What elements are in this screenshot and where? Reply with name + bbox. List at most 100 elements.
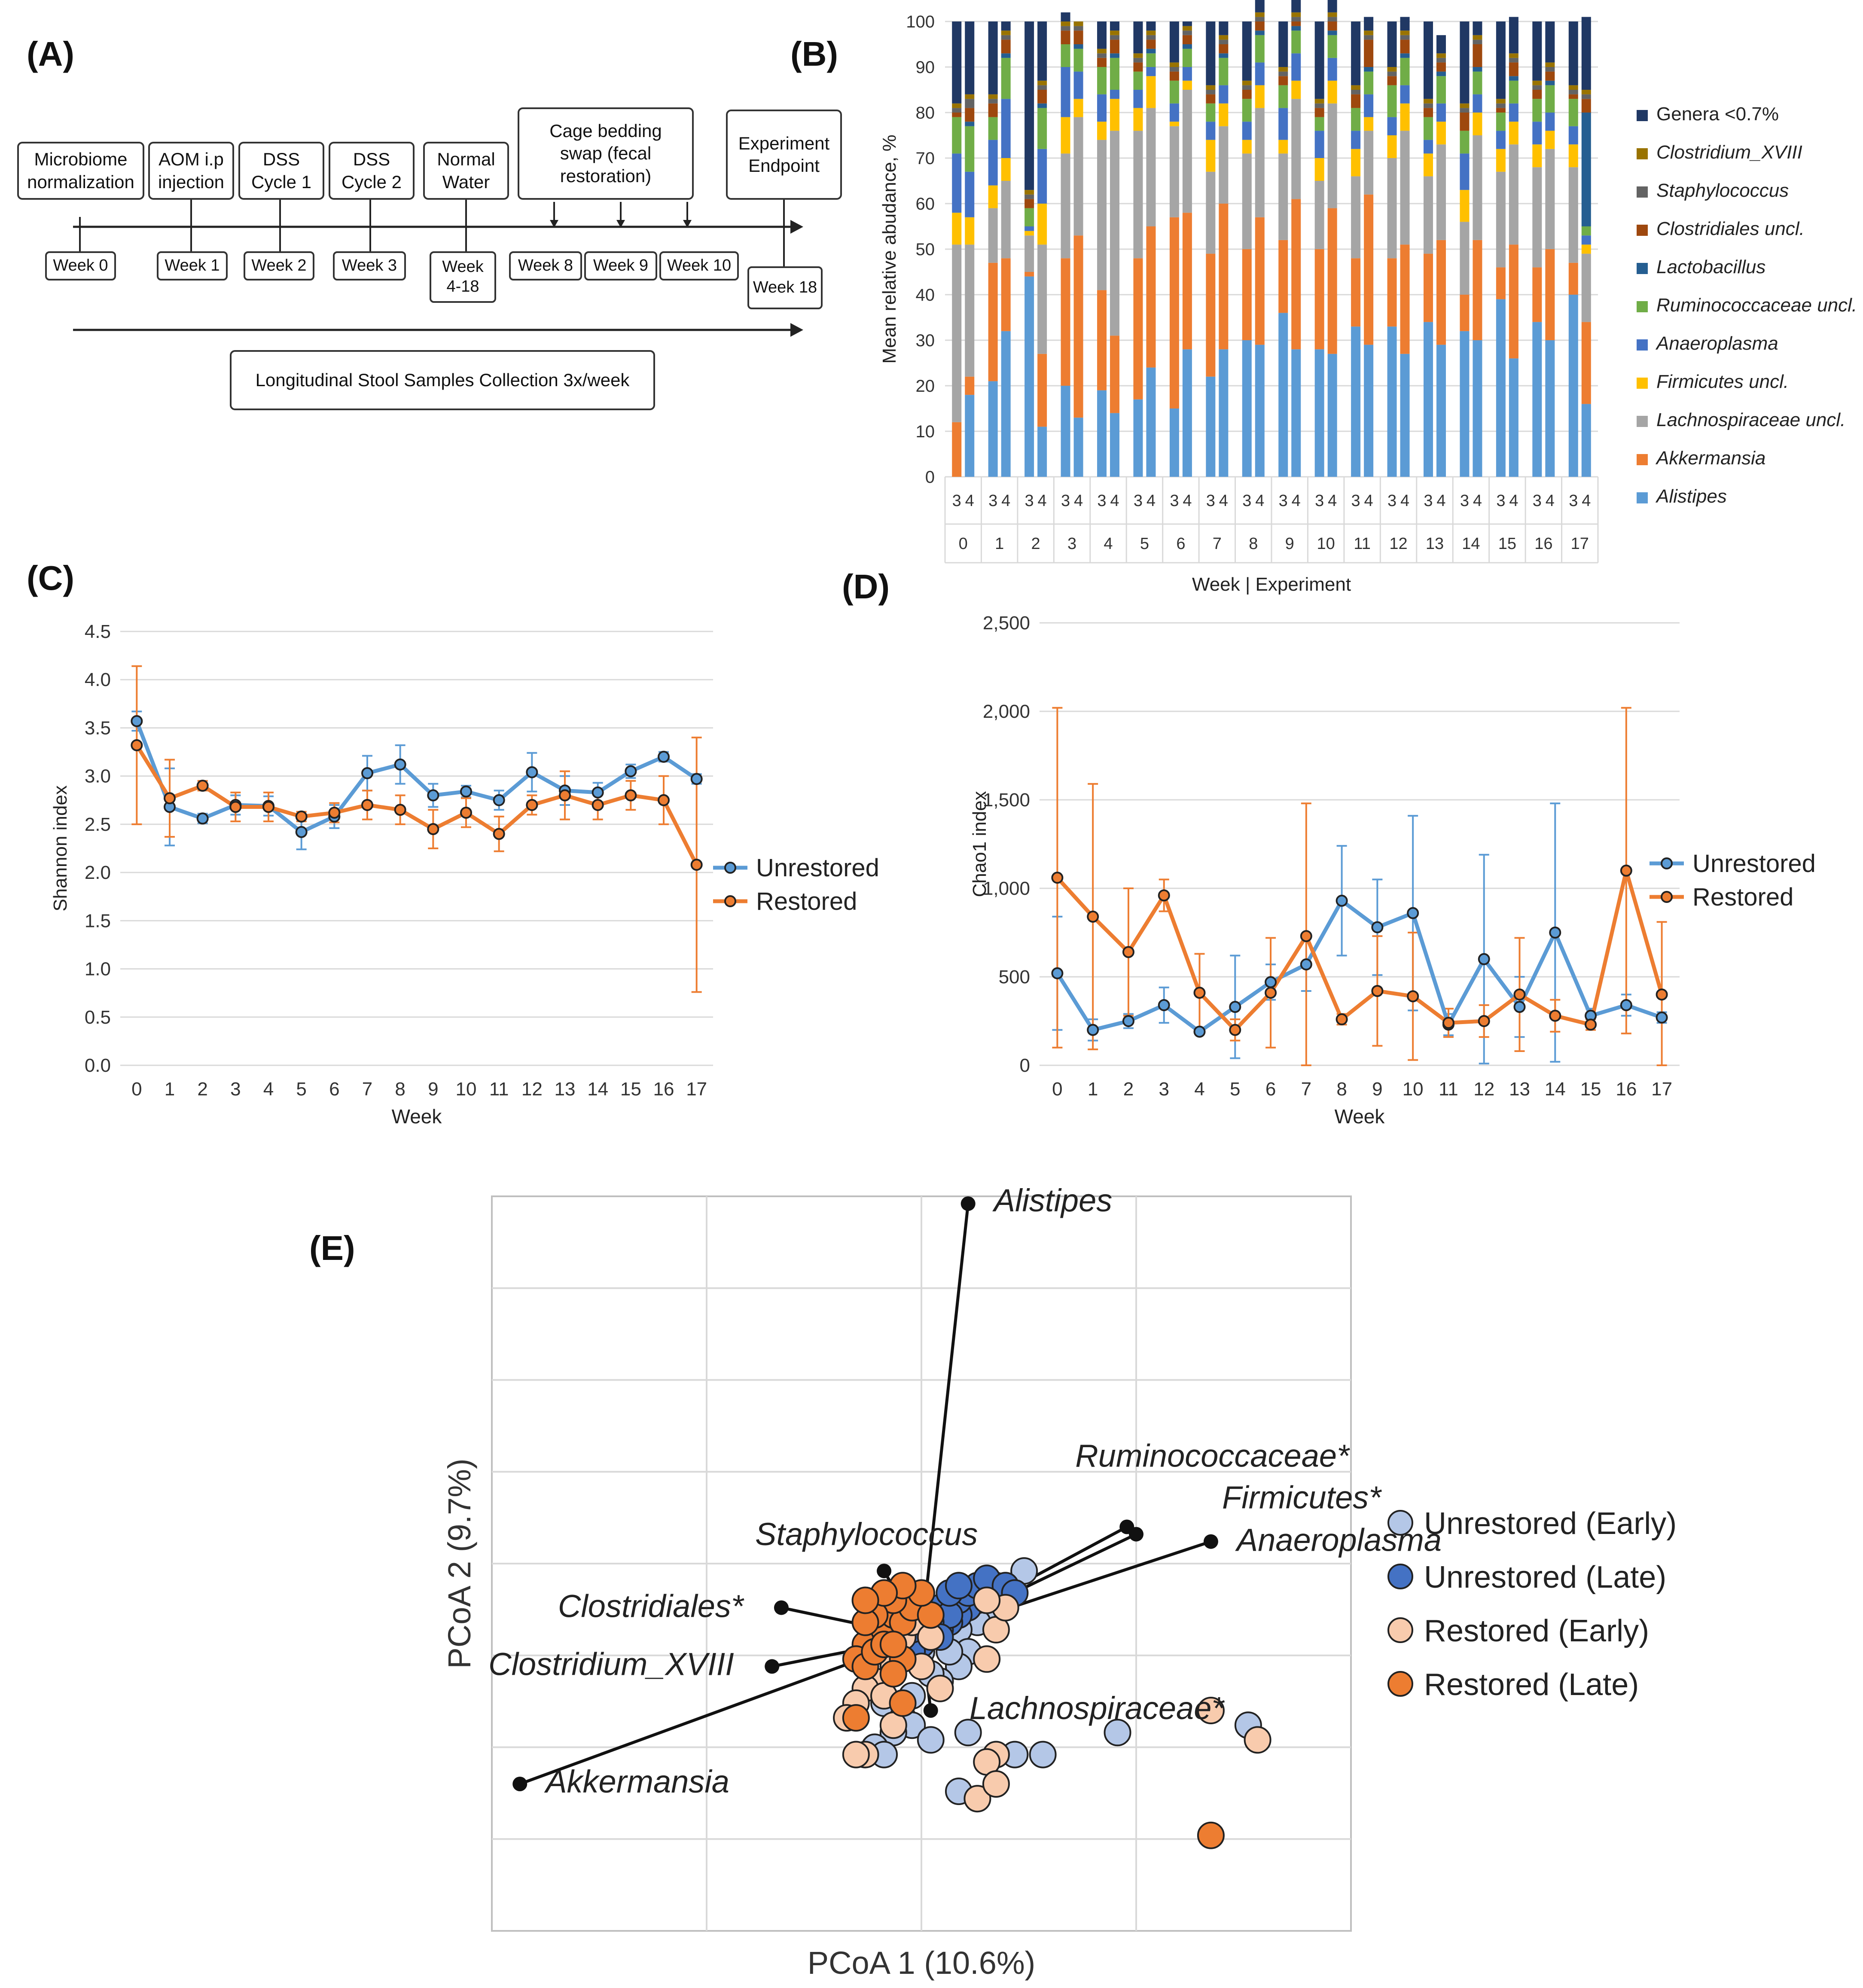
week-tick-label: 16 [1534,535,1552,553]
bar-segment [1509,76,1518,81]
experiment-tick-label: 3 [1569,492,1578,510]
bar-segment [1061,67,1070,117]
pcoa-point [879,1660,907,1688]
y-tick-label: 0 [925,468,935,487]
data-point [1300,958,1312,971]
y-tick-label: 20 [916,377,935,396]
pcoa-point [889,1689,917,1717]
bar-segment [1242,90,1252,99]
bar-segment [1001,21,1011,31]
experiment-tick-label: 3 [1351,492,1360,510]
bar-segment [1219,58,1229,85]
pcoa-point [1197,1821,1225,1849]
bar-segment [1436,76,1446,104]
loading-label: Ruminococcaceae* [1075,1438,1350,1474]
bar-segment [1364,67,1374,72]
experiment-tick-label: 3 [1206,492,1215,510]
y-axis-title: Shannon index [50,785,71,912]
data-point [1656,988,1668,1001]
bar-segment [1037,354,1047,427]
data-point [460,806,472,819]
experiment-tick-label: 3 [1315,492,1324,510]
bar-segment [1206,122,1216,140]
x-tick-label: 14 [587,1079,608,1100]
bar-segment [1545,113,1555,131]
data-point [1585,1018,1597,1031]
week-tick-label: 17 [1571,535,1589,553]
bar-segment [988,117,998,140]
experiment-tick-label: 4 [1038,492,1047,510]
experiment-tick-label: 4 [1292,492,1301,510]
panel-label-c: (C) [27,559,75,597]
bar-segment [1242,21,1252,81]
data-point [1656,1011,1668,1024]
x-tick-label: 15 [620,1079,641,1100]
bar-segment [952,244,962,422]
y-tick-label: 1,500 [983,790,1030,811]
bar-segment [1364,30,1374,35]
bar-segment [1255,85,1265,108]
experiment-tick-label: 3 [1387,492,1396,510]
bar-segment [1291,12,1301,17]
bar-segment [1037,103,1047,108]
bar-segment [1024,199,1034,208]
bar-segment [1061,26,1070,31]
experiment-tick-label: 3 [1097,492,1106,510]
bar-segment [1387,117,1397,135]
bar-segment [1568,167,1578,263]
bar-segment [1291,349,1301,477]
data-point [1051,967,1064,979]
legend-swatch [1637,301,1648,312]
experiment-tick-label: 4 [1400,492,1409,510]
bar-segment [1219,103,1229,126]
data-point [1478,953,1490,965]
bar-segment [952,422,962,477]
week-label-10: Week 10 [659,251,739,281]
bar-segment [988,262,998,381]
bar-segment [1545,21,1555,63]
bar-segment [1364,345,1374,477]
data-point [1407,990,1419,1003]
bar-segment [1496,149,1506,172]
bar-segment [1242,85,1252,90]
bar-segment [1436,58,1446,63]
bar-segment [1133,71,1143,90]
bar-segment [1061,153,1070,259]
bar-segment [1460,190,1470,222]
bar-segment [1496,108,1506,113]
bar-segment [1581,404,1591,477]
bar-segment [965,122,975,126]
pcoa-point [1029,1741,1057,1768]
bar-segment [1314,349,1324,477]
pcoa-point [954,1719,982,1747]
bar-segment [1460,153,1470,190]
x-tick-label: 17 [686,1079,707,1100]
experiment-tick-label: 4 [965,492,974,510]
bar-segment [1146,108,1156,226]
x-tick-label: 10 [1403,1079,1424,1100]
loading-endpoint [960,1196,976,1211]
bar-segment [1182,26,1192,31]
week-tick-label: 5 [1140,535,1149,553]
data-point [1158,999,1170,1011]
bar-segment [1509,122,1518,145]
bar-segment [1242,99,1252,122]
x-tick-label: 12 [521,1079,543,1100]
bar-segment [1400,40,1410,54]
data-point [1442,1017,1454,1029]
bar-segment [1206,90,1216,95]
bar-segment [1097,49,1107,54]
experiment-tick-label: 4 [1001,492,1010,510]
bar-segment [1219,21,1229,35]
loading-endpoint [923,1703,938,1718]
timeline-box-normal-water: Normal Water [423,142,509,200]
bar-segment [1532,21,1542,81]
y-tick-label: 70 [916,149,935,168]
bar-segment [1037,427,1047,477]
data-point [1407,907,1419,919]
bar-segment [1001,30,1011,35]
bar-segment [1400,58,1410,85]
bar-segment [1436,122,1446,145]
bar-segment [1327,80,1337,104]
data-point [1620,999,1632,1011]
